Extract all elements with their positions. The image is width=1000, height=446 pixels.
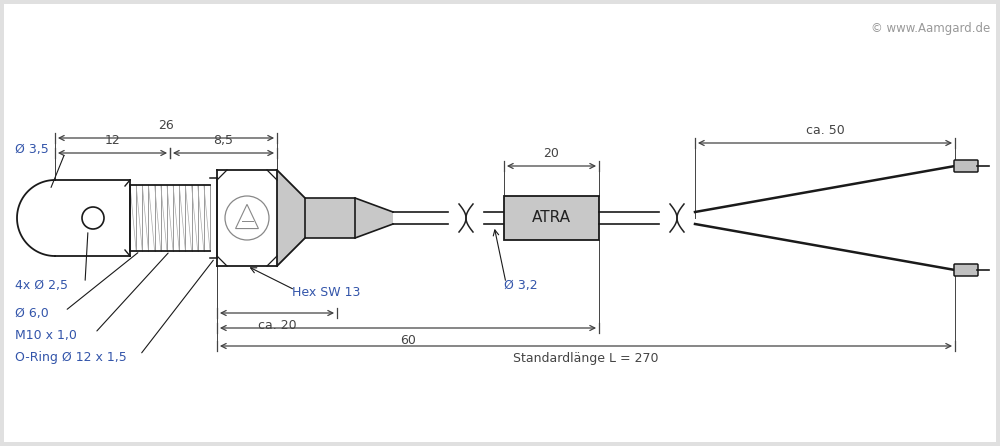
Text: Ø 6,0: Ø 6,0	[15, 306, 49, 319]
Polygon shape	[355, 198, 393, 238]
Bar	[217, 170, 277, 266]
FancyBboxPatch shape	[954, 264, 978, 276]
Text: Hex SW 13: Hex SW 13	[292, 286, 360, 300]
Text: Ø 3,5: Ø 3,5	[15, 144, 49, 157]
Text: 8,5: 8,5	[214, 134, 234, 147]
Bar	[504, 196, 599, 240]
Text: © www.Aamgard.de: © www.Aamgard.de	[871, 22, 990, 35]
Polygon shape	[277, 170, 305, 266]
Text: 20: 20	[544, 147, 559, 160]
Text: M10 x 1,0: M10 x 1,0	[15, 330, 77, 343]
Text: ca. 20: ca. 20	[258, 319, 296, 332]
Text: Standardlänge L = 270: Standardlänge L = 270	[513, 352, 659, 365]
Text: ca. 50: ca. 50	[806, 124, 844, 137]
Text: 4x Ø 2,5: 4x Ø 2,5	[15, 280, 68, 293]
Text: 12: 12	[105, 134, 120, 147]
Bar	[55, 180, 130, 256]
Bar	[130, 185, 210, 251]
Text: O-Ring Ø 12 x 1,5: O-Ring Ø 12 x 1,5	[15, 351, 127, 364]
FancyBboxPatch shape	[954, 160, 978, 172]
Text: 26: 26	[158, 119, 174, 132]
Circle shape	[82, 207, 104, 229]
Bar	[305, 198, 355, 238]
Text: 60: 60	[400, 334, 416, 347]
Circle shape	[225, 196, 269, 240]
Text: ATRA: ATRA	[532, 211, 571, 226]
Text: Ø 3,2: Ø 3,2	[504, 280, 538, 293]
